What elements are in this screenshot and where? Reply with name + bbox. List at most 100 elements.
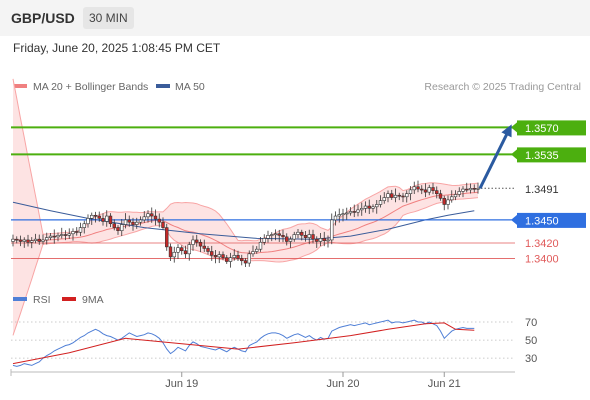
candle-body [153, 215, 158, 220]
candle-body [266, 235, 270, 239]
current-price-badge [517, 181, 586, 197]
candle-body [232, 255, 236, 258]
candle-body [120, 224, 124, 231]
candle-body [472, 188, 476, 190]
candle-body [52, 235, 56, 238]
candle-body [183, 250, 188, 255]
candles-group [11, 180, 480, 268]
candle-body [412, 186, 416, 191]
candle-body [168, 246, 173, 258]
candle-body [48, 235, 53, 238]
candle-body [112, 223, 116, 228]
legend-swatch-ma50 [156, 84, 170, 88]
candle-body [345, 212, 349, 215]
candle-body [296, 231, 300, 235]
candle-body [202, 245, 206, 249]
candle-body [78, 227, 83, 233]
candle-body [367, 205, 371, 209]
candle-body [315, 238, 319, 242]
candle-body [420, 188, 424, 191]
candle-body [101, 218, 105, 222]
candle-body [277, 233, 281, 236]
candle-body [142, 216, 146, 221]
candle-body [15, 238, 19, 241]
candle-body [22, 239, 26, 242]
candle-body [386, 193, 390, 198]
candle-body [408, 189, 413, 194]
support-label: 1.3400 [525, 253, 559, 265]
candle-body [352, 211, 356, 213]
candle-body [431, 187, 435, 191]
candle-body [453, 194, 458, 198]
candle-body [138, 219, 143, 223]
candle-body [465, 188, 469, 191]
candle-body [71, 231, 75, 235]
candle-body [281, 235, 285, 238]
x-tick-label: Jun 19 [165, 378, 198, 390]
resistance-badge [517, 120, 586, 136]
resistance-badge-pointer [511, 149, 517, 160]
candle-body [108, 215, 113, 225]
candle-body [26, 239, 30, 243]
ma20-line [12, 191, 479, 254]
candle-body [157, 218, 161, 223]
candle-body [390, 193, 394, 198]
candle-body [41, 239, 45, 242]
candle-body [461, 188, 465, 192]
support-label: 1.3420 [525, 238, 559, 250]
candle-body [270, 234, 274, 236]
candle-body [127, 219, 131, 223]
candle-body [371, 206, 375, 209]
pivot-badge [517, 212, 586, 228]
candle-body [450, 196, 454, 201]
candle-body [356, 209, 360, 213]
candle-body [307, 234, 311, 238]
candle-body [416, 186, 420, 190]
candle-body [191, 239, 195, 245]
candle-body [213, 255, 218, 258]
candle-body [375, 204, 379, 208]
candle-body [236, 255, 240, 259]
candle-body [322, 238, 326, 242]
candle-body [285, 236, 289, 242]
candle-body [405, 193, 409, 198]
candle-body [438, 193, 443, 199]
candle-body [217, 254, 221, 258]
candle-body [123, 219, 128, 225]
candle-body [221, 254, 225, 258]
candle-body [90, 214, 94, 219]
resistance-label: 1.3535 [525, 150, 559, 162]
candle-body [105, 215, 109, 222]
candle-body [393, 194, 398, 198]
projection-arrow-head [501, 124, 512, 138]
candle-body [75, 231, 79, 233]
timeframe-button[interactable]: 30 MIN [83, 7, 134, 29]
candle-body [240, 258, 244, 262]
candle-body [363, 205, 368, 209]
pivot-label: 1.3450 [525, 215, 559, 227]
candle-body [476, 188, 480, 190]
current-price-label: 1.3491 [525, 184, 559, 196]
candle-body [333, 215, 338, 221]
projection-arrow-shaft [478, 129, 511, 189]
candle-body [195, 239, 199, 243]
legend-swatch-rsi [13, 297, 27, 301]
candle-body [423, 189, 428, 193]
candle-body [176, 247, 180, 253]
candle-body [401, 195, 405, 198]
candle-body [251, 251, 255, 255]
candle-body [18, 239, 23, 242]
candle-body [243, 260, 248, 264]
candle-body [468, 188, 473, 191]
candle-body [225, 257, 229, 262]
candle-body [397, 194, 401, 197]
rsi-ma-line [12, 322, 475, 365]
pivot-badge-pointer [511, 214, 517, 225]
candle-body [348, 211, 353, 214]
candle-body [273, 233, 278, 236]
legend-label-ma20: MA 20 + Bollinger Bands [33, 81, 148, 93]
candle-body [318, 238, 323, 242]
ma50-line [12, 201, 475, 240]
legend-swatch-ma20 [13, 84, 27, 88]
candle-body [378, 200, 383, 205]
